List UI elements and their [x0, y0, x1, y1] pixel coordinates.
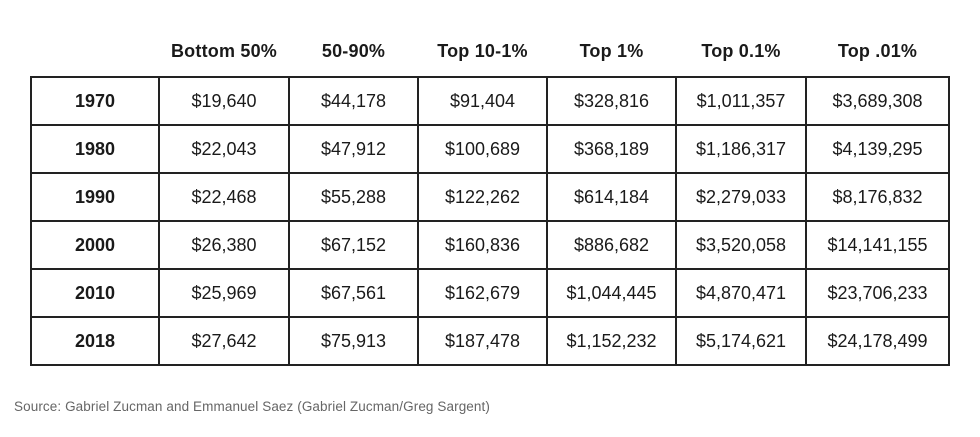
value-cell: $3,520,058	[675, 220, 807, 270]
value-cell: $328,816	[546, 76, 677, 126]
value-cell: $67,152	[288, 220, 419, 270]
source-attribution: Source: Gabriel Zucman and Emmanuel Saez…	[14, 399, 490, 414]
value-cell: $55,288	[288, 172, 419, 222]
value-cell: $67,561	[288, 268, 419, 318]
column-header-year	[31, 30, 159, 77]
value-cell: $22,043	[158, 124, 290, 174]
value-cell: $100,689	[417, 124, 548, 174]
value-cell: $19,640	[158, 76, 290, 126]
value-cell: $162,679	[417, 268, 548, 318]
table-row: 2018 $27,642 $75,913 $187,478 $1,152,232…	[30, 316, 950, 366]
value-cell: $160,836	[417, 220, 548, 270]
value-cell: $4,139,295	[805, 124, 950, 174]
year-cell: 2010	[30, 268, 160, 318]
income-table: Bottom 50% 50-90% Top 10-1% Top 1% Top 0…	[30, 30, 950, 366]
value-cell: $1,152,232	[546, 316, 677, 366]
value-cell: $91,404	[417, 76, 548, 126]
value-cell: $368,189	[546, 124, 677, 174]
value-cell: $75,913	[288, 316, 419, 366]
value-cell: $14,141,155	[805, 220, 950, 270]
value-cell: $44,178	[288, 76, 419, 126]
value-cell: $1,011,357	[675, 76, 807, 126]
column-header-top-01: Top .01%	[837, 40, 918, 61]
value-cell: $25,969	[158, 268, 290, 318]
value-cell: $47,912	[288, 124, 419, 174]
value-cell: $26,380	[158, 220, 290, 270]
value-cell: $8,176,832	[805, 172, 950, 222]
value-cell: $187,478	[417, 316, 548, 366]
year-cell: 1970	[30, 76, 160, 126]
value-cell: $122,262	[417, 172, 548, 222]
column-header-top-0-1: Top 0.1%	[701, 40, 781, 61]
value-cell: $2,279,033	[675, 172, 807, 222]
value-cell: $5,174,621	[675, 316, 807, 366]
year-cell: 2000	[30, 220, 160, 270]
value-cell: $1,186,317	[675, 124, 807, 174]
table-row: 1980 $22,043 $47,912 $100,689 $368,189 $…	[30, 124, 950, 174]
value-cell: $3,689,308	[805, 76, 950, 126]
value-cell: $614,184	[546, 172, 677, 222]
value-cell: $23,706,233	[805, 268, 950, 318]
table-header-row: Bottom 50% 50-90% Top 10-1% Top 1% Top 0…	[31, 30, 949, 77]
column-header-top-1: Top 1%	[579, 40, 644, 61]
year-cell: 1990	[30, 172, 160, 222]
value-cell: $24,178,499	[805, 316, 950, 366]
column-header-bottom-50: Bottom 50%	[170, 40, 277, 61]
value-cell: $886,682	[546, 220, 677, 270]
table-row: 1970 $19,640 $44,178 $91,404 $328,816 $1…	[30, 76, 950, 126]
column-header-top-10-1: Top 10-1%	[437, 40, 528, 61]
table-row: 2000 $26,380 $67,152 $160,836 $886,682 $…	[30, 220, 950, 270]
value-cell: $1,044,445	[546, 268, 677, 318]
value-cell: $4,870,471	[675, 268, 807, 318]
value-cell: $22,468	[158, 172, 290, 222]
table-row: 2010 $25,969 $67,561 $162,679 $1,044,445…	[30, 268, 950, 318]
column-header-50-90: 50-90%	[321, 40, 386, 61]
table-row: 1990 $22,468 $55,288 $122,262 $614,184 $…	[30, 172, 950, 222]
year-cell: 2018	[30, 316, 160, 366]
year-cell: 1980	[30, 124, 160, 174]
value-cell: $27,642	[158, 316, 290, 366]
